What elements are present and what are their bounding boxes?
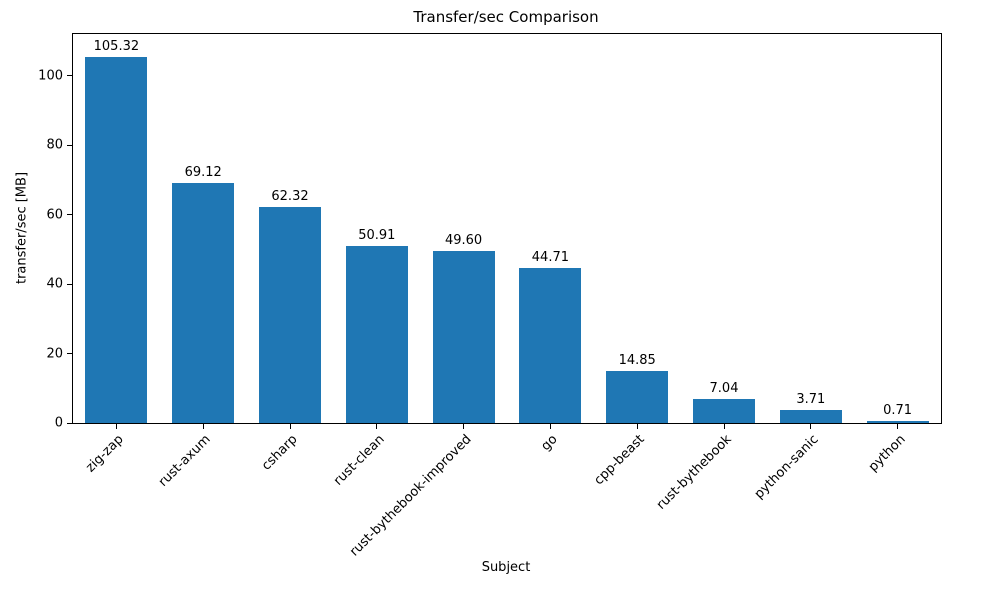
y-tick-mark	[67, 283, 72, 285]
x-tick-label-cpp-beast: cpp-beast	[591, 432, 648, 489]
x-tick-mark	[636, 424, 638, 429]
y-tick-label: 20	[46, 346, 63, 362]
y-tick-label: 40	[46, 276, 63, 292]
bar-python-sanic	[779, 410, 842, 423]
y-tick-label: 100	[38, 68, 63, 84]
bar-go	[519, 267, 582, 423]
plot-area: 0 20 40 60 80 100 105.32 zig-zap 69.12 rust-axum 6…	[38, 33, 942, 559]
y-tick-label: 60	[46, 207, 63, 223]
bar-value-label: 7.04	[709, 380, 739, 396]
x-tick-mark	[897, 424, 899, 429]
y-tick-label: 80	[46, 137, 63, 153]
y-tick-mark	[67, 353, 72, 355]
bar-zig-zap	[85, 57, 148, 423]
x-tick-label-python: python	[865, 432, 909, 475]
x-tick-mark	[202, 424, 204, 429]
y-axis-label: transfer/sec [MB]	[14, 171, 30, 285]
y-tick-mark	[67, 144, 72, 146]
bar-value-label: 62.32	[271, 188, 309, 204]
bar-value-label: 3.71	[796, 392, 826, 408]
x-tick-mark	[549, 424, 551, 429]
bar-value-label: 14.85	[618, 353, 656, 369]
bar-rust-axum	[172, 182, 235, 423]
x-tick-mark	[463, 424, 465, 429]
bar-value-label: 0.71	[883, 402, 913, 418]
bar-value-label: 69.12	[184, 164, 222, 180]
y-tick-mark	[67, 422, 72, 424]
bar-value-label: 49.60	[444, 232, 483, 248]
bar-value-label: 105.32	[93, 39, 140, 55]
chart-title: Transfer/sec Comparison	[413, 8, 599, 26]
x-tick-label-rust-axum: rust-axum	[156, 432, 214, 490]
x-tick-mark	[289, 424, 291, 429]
x-axis-label: Subject	[481, 560, 531, 575]
bar-python	[866, 420, 929, 423]
bar-rust-bythebook-improved	[432, 250, 495, 423]
x-tick-label-zig-zap: zig-zap	[83, 432, 127, 476]
x-tick-mark	[376, 424, 378, 429]
bar-cpp-beast	[606, 371, 669, 423]
x-tick-mark	[810, 424, 812, 429]
y-tick-label: 0	[54, 415, 63, 431]
x-tick-label-go: go	[538, 432, 561, 455]
y-tick-mark	[67, 75, 72, 77]
bar-csharp	[259, 206, 321, 423]
bar-rust-clean	[345, 246, 408, 423]
x-tick-label-csharp: csharp	[259, 432, 301, 474]
bar-value-label: 44.71	[531, 249, 569, 265]
x-tick-mark	[723, 424, 725, 429]
x-tick-label-python-sanic: python-sanic	[751, 432, 822, 502]
x-tick-mark	[115, 424, 117, 429]
bar-rust-bythebook	[693, 398, 755, 423]
x-tick-label-rust-clean: rust-clean	[330, 432, 388, 489]
x-tick-label-rust-bythebook: rust-bythebook	[653, 432, 735, 513]
bar-value-label: 50.91	[358, 228, 396, 244]
y-tick-mark	[67, 214, 72, 216]
